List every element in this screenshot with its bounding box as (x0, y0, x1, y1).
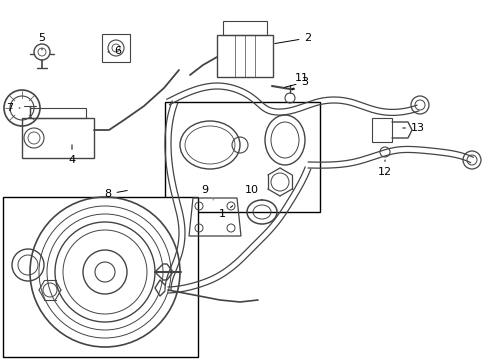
Bar (22, 118, 94, 158)
Text: 4: 4 (68, 145, 76, 165)
Text: 9: 9 (201, 185, 213, 200)
Text: 11: 11 (291, 73, 308, 90)
Text: 5: 5 (39, 33, 45, 50)
Text: 13: 13 (402, 123, 424, 133)
Text: 10: 10 (244, 185, 262, 200)
Bar (164, 102, 319, 212)
Text: 3: 3 (284, 77, 308, 87)
Text: 1: 1 (218, 206, 232, 219)
Bar (30, 108, 86, 118)
Bar (3, 197, 198, 357)
Text: 7: 7 (6, 103, 20, 113)
Bar (102, 34, 130, 62)
Text: 8: 8 (104, 189, 127, 199)
Bar (217, 35, 272, 77)
Bar (223, 21, 266, 35)
Text: 12: 12 (377, 160, 391, 177)
Bar (371, 118, 391, 142)
Text: 2: 2 (274, 33, 311, 44)
Text: 6: 6 (108, 46, 121, 56)
